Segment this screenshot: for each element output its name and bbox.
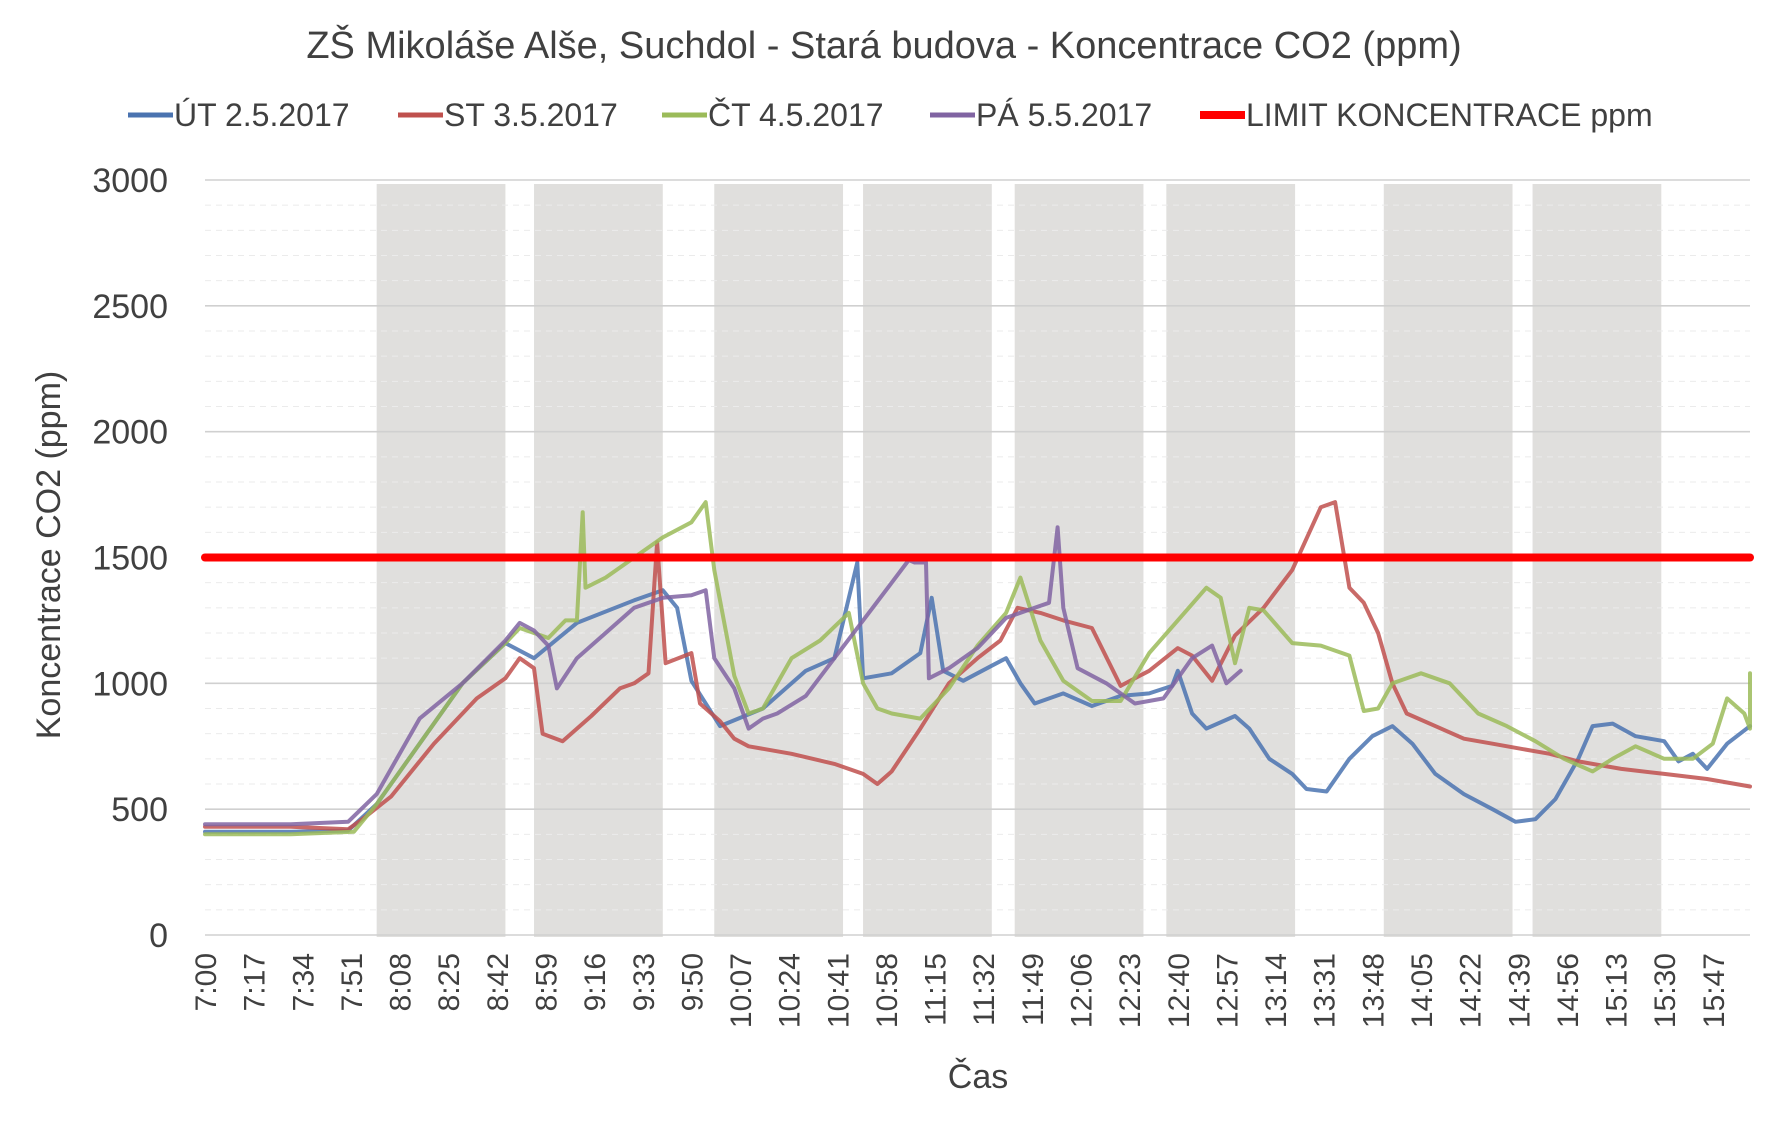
series-line-4 bbox=[203, 525, 1243, 827]
legend-entry-label: ČT 4.5.2017 bbox=[708, 97, 884, 133]
x-tick-label: 13:14 bbox=[1260, 953, 1293, 1028]
x-tick-label: 14:22 bbox=[1455, 953, 1488, 1028]
y-tick-label: 0 bbox=[149, 917, 168, 955]
x-tick-label: 15:13 bbox=[1601, 953, 1634, 1028]
x-tick-label: 9:16 bbox=[579, 953, 612, 1011]
x-tick-label: 8:59 bbox=[530, 953, 563, 1011]
x-tick-label: 14:05 bbox=[1406, 953, 1439, 1028]
y-axis-title: Koncentrace CO2 (ppm) bbox=[30, 371, 68, 740]
y-tick-label: 1500 bbox=[92, 540, 168, 578]
x-tick-label: 10:41 bbox=[822, 953, 855, 1028]
y-tick-label: 3000 bbox=[92, 162, 168, 200]
legend-entry-label: LIMIT KONCENTRACE ppm bbox=[1246, 97, 1653, 133]
x-tick-label: 11:15 bbox=[920, 953, 953, 1026]
x-tick-label: 15:47 bbox=[1698, 953, 1731, 1028]
x-axis: 7:00 7:17 7:34 7:51 8:08 8:25 8:42 8:59 9:16 9:33… bbox=[190, 953, 1731, 1028]
legend-entry-label: PÁ 5.5.2017 bbox=[976, 97, 1152, 133]
x-axis-title: Čas bbox=[948, 1058, 1008, 1096]
x-tick-label: 9:50 bbox=[676, 953, 709, 1011]
chart-title: ZŠ Mikoláše Alše, Suchdol - Stará budova… bbox=[306, 23, 1461, 67]
x-tick-label: 7:17 bbox=[239, 953, 272, 1011]
x-tick-label: 13:31 bbox=[1309, 953, 1342, 1028]
x-tick-label: 8:08 bbox=[385, 953, 418, 1011]
x-tick-label: 12:57 bbox=[1211, 953, 1244, 1028]
x-tick-label: 7:51 bbox=[336, 953, 369, 1011]
y-tick-label: 2000 bbox=[92, 414, 168, 452]
x-tick-label: 11:32 bbox=[968, 953, 1001, 1026]
x-tick-label: 10:24 bbox=[774, 953, 807, 1028]
x-tick-label: 14:56 bbox=[1552, 953, 1585, 1028]
y-tick-label: 500 bbox=[111, 791, 168, 829]
series-line-3 bbox=[203, 500, 1752, 837]
x-tick-label: 12:40 bbox=[1163, 953, 1196, 1028]
series-line-1 bbox=[203, 560, 1752, 834]
legend: ÚT 2.5.2017 ST 3.5.2017 ČT 4.5.2017 PÁ 5.5.… bbox=[128, 97, 1653, 133]
x-tick-label: 8:42 bbox=[482, 953, 515, 1011]
x-tick-label: 14:39 bbox=[1503, 953, 1536, 1028]
x-tick-label: 8:25 bbox=[433, 953, 466, 1011]
series-layer bbox=[201, 500, 1754, 837]
y-tick-label: 2500 bbox=[92, 288, 168, 326]
x-tick-label: 10:07 bbox=[725, 953, 758, 1028]
y-tick-label: 1000 bbox=[92, 665, 168, 703]
x-tick-label: 7:00 bbox=[190, 953, 223, 1011]
x-tick-label: 7:34 bbox=[287, 953, 320, 1011]
x-tick-label: 12:06 bbox=[1066, 953, 1099, 1028]
x-tick-label: 15:30 bbox=[1649, 953, 1682, 1028]
y-axis: 0 500 1000 1500 2000 2500 3000 bbox=[92, 162, 168, 955]
legend-entry-label: ÚT 2.5.2017 bbox=[174, 97, 350, 133]
x-tick-label: 11:49 bbox=[1017, 953, 1050, 1026]
x-tick-label: 9:33 bbox=[628, 953, 661, 1011]
legend-entry-label: ST 3.5.2017 bbox=[444, 97, 618, 133]
x-tick-label: 13:48 bbox=[1357, 953, 1390, 1028]
x-tick-label: 10:58 bbox=[871, 953, 904, 1028]
series-line-2 bbox=[203, 500, 1752, 832]
x-tick-label: 12:23 bbox=[1114, 953, 1147, 1028]
